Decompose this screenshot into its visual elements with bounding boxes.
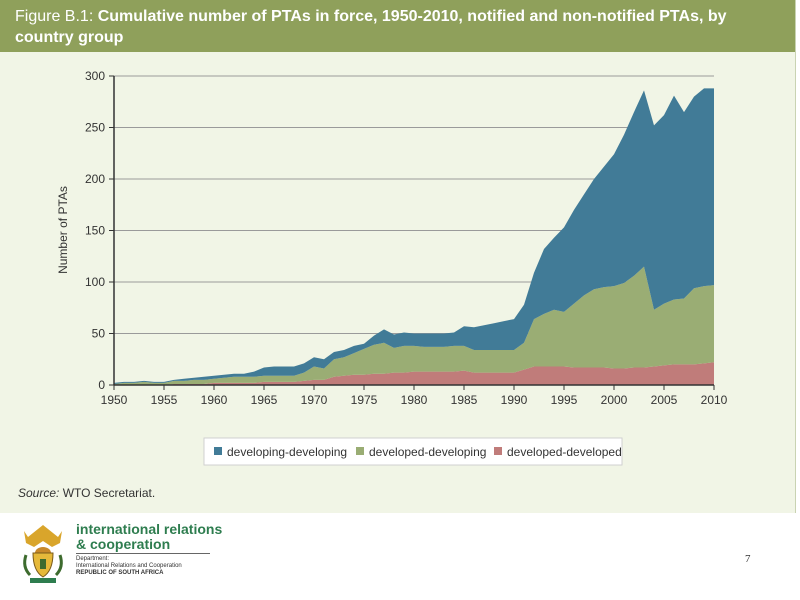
x-tick-label-1975: 1975 bbox=[351, 393, 378, 407]
y-tick-label-50: 50 bbox=[92, 327, 106, 341]
figure-title: Figure B.1: Cumulative number of PTAs in… bbox=[15, 6, 785, 48]
legend-label-developed-developing: developed-developing bbox=[369, 445, 486, 459]
dept-line2: International Relations and Cooperation bbox=[76, 563, 182, 569]
source-label: Source: bbox=[18, 486, 60, 500]
area-developing-developing bbox=[114, 88, 714, 385]
y-tick-label-250: 250 bbox=[85, 121, 105, 135]
dept-line3: REPUBLIC OF SOUTH AFRICA bbox=[76, 570, 164, 576]
figure-title-lead: Figure B.1: bbox=[15, 8, 98, 25]
figure-title-text: Cumulative number of PTAs in force, 1950… bbox=[15, 8, 727, 46]
x-tick-label-1950: 1950 bbox=[101, 393, 128, 407]
x-tick-label-1955: 1955 bbox=[151, 393, 178, 407]
source-note: Source: WTO Secretariat. bbox=[18, 486, 155, 500]
y-tick-label-100: 100 bbox=[85, 275, 105, 289]
legend-label-developing-developing: developing-developing bbox=[227, 445, 347, 459]
dept-line1: Department: bbox=[76, 556, 110, 562]
y-tick-label-300: 300 bbox=[85, 69, 105, 83]
area-developed-developing bbox=[114, 266, 714, 385]
x-tick-label-1970: 1970 bbox=[301, 393, 328, 407]
legend-swatch-developing-developing bbox=[214, 447, 222, 455]
legend-swatch-developed-developed bbox=[494, 447, 502, 455]
coat-of-arms-logo bbox=[23, 525, 63, 583]
figure-header: Figure B.1: Cumulative number of PTAs in… bbox=[0, 0, 795, 52]
page-number: 7 bbox=[745, 553, 751, 565]
x-tick-label-1990: 1990 bbox=[501, 393, 528, 407]
department-text: Department: International Relations and … bbox=[76, 556, 182, 577]
x-tick-label-2010: 2010 bbox=[701, 393, 728, 407]
org-name-line2: & cooperation bbox=[76, 536, 171, 552]
y-tick-label-150: 150 bbox=[85, 224, 105, 238]
area-developed-developed bbox=[114, 362, 714, 385]
figure-panel: Figure B.1: Cumulative number of PTAs in… bbox=[0, 0, 796, 513]
legend-swatch-developed-developing bbox=[356, 447, 364, 455]
y-axis-title: Number of PTAs bbox=[56, 186, 70, 274]
legend: developing-developing developed-developin… bbox=[203, 437, 623, 466]
y-tick-label-0: 0 bbox=[98, 378, 105, 392]
legend-label-developed-developed: developed-developed bbox=[507, 445, 622, 459]
source-text: WTO Secretariat. bbox=[59, 486, 156, 500]
x-tick-label-1980: 1980 bbox=[401, 393, 428, 407]
x-tick-label-2005: 2005 bbox=[651, 393, 678, 407]
x-tick-label-1960: 1960 bbox=[201, 393, 228, 407]
y-tick-label-200: 200 bbox=[85, 172, 105, 186]
area-series bbox=[114, 88, 714, 385]
org-divider bbox=[76, 553, 210, 554]
axes: 0 50 100 150 200 250 300 1950 1955 1960 1965 1970 19… bbox=[85, 69, 728, 407]
legend-box bbox=[203, 437, 623, 466]
x-tick-label-1995: 1995 bbox=[551, 393, 578, 407]
org-name: international relations & cooperation bbox=[76, 522, 222, 552]
x-tick-label-1985: 1985 bbox=[451, 393, 478, 407]
org-name-line1: international relations bbox=[76, 521, 223, 537]
x-tick-label-2000: 2000 bbox=[601, 393, 628, 407]
x-tick-label-1965: 1965 bbox=[251, 393, 278, 407]
pta-area-chart: 0 50 100 150 200 250 300 1950 1955 1960 1965 1970 19… bbox=[56, 69, 728, 466]
